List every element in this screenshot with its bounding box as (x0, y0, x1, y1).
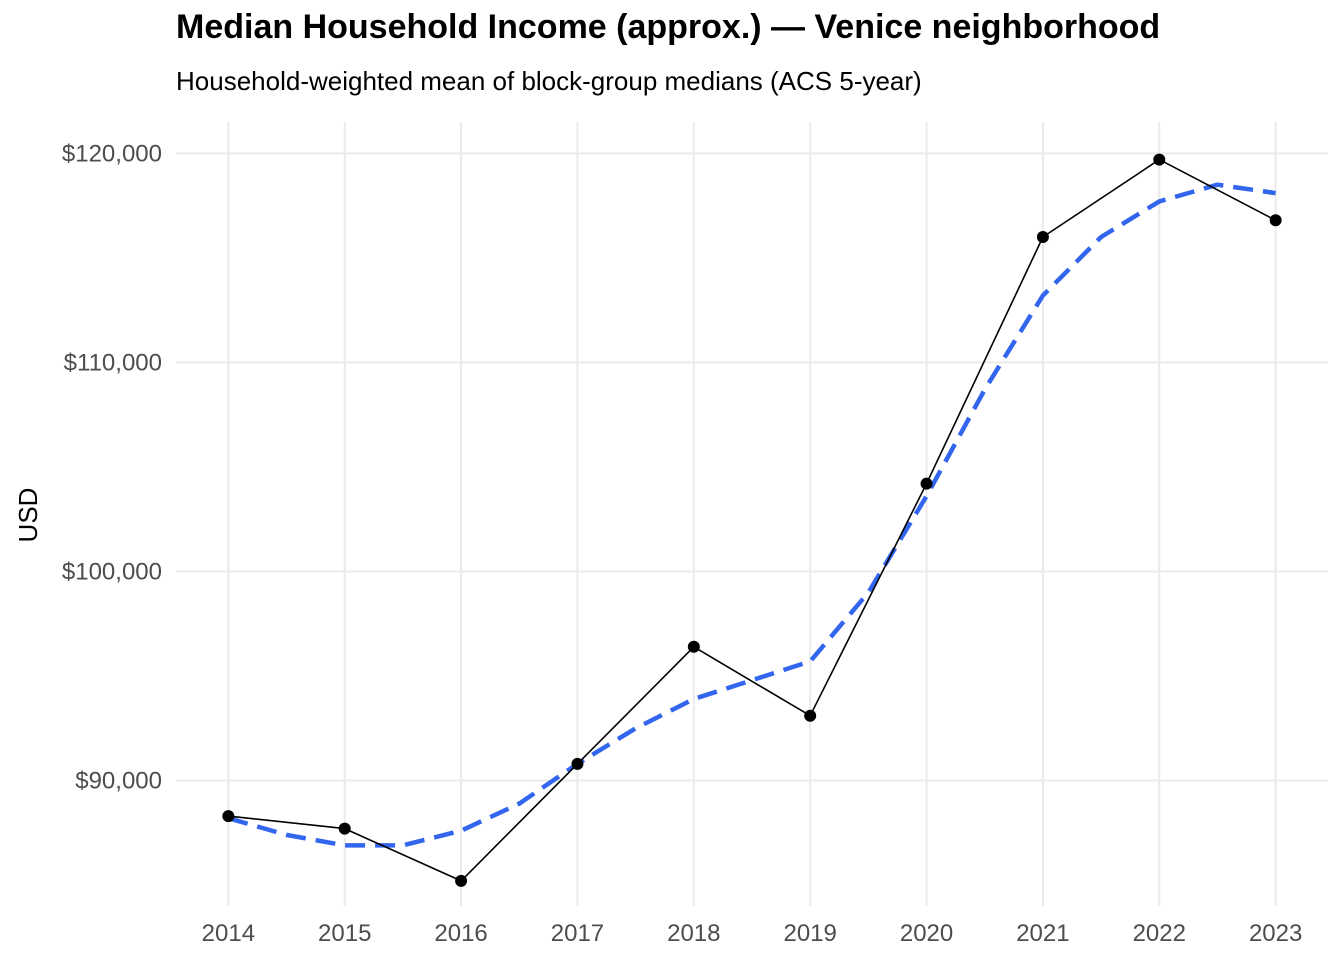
y-tick-label: $120,000 (62, 140, 162, 167)
data-point (687, 640, 700, 653)
x-tick-label: 2023 (1249, 920, 1302, 947)
series-line (228, 158, 1276, 882)
chart-title: Median Household Income (approx.) — Veni… (176, 8, 1161, 46)
series-layer (222, 153, 1282, 887)
x-tick-label: 2022 (1133, 920, 1186, 947)
y-tick-label: $110,000 (64, 349, 162, 376)
data-point (338, 822, 351, 835)
x-tick-label: 2016 (434, 920, 487, 947)
data-point (571, 757, 584, 770)
grid-lines (176, 122, 1328, 906)
x-tick-label: 2015 (318, 920, 371, 947)
x-tick-label: 2017 (551, 920, 604, 947)
x-tick-label: 2014 (202, 920, 255, 947)
data-point (1036, 230, 1049, 243)
x-tick-label: 2020 (900, 920, 953, 947)
axis-labels: $90,000 $100,000 $110,000 $120,000 2014 2015 2… (62, 140, 1302, 947)
chart-subtitle: Household-weighted mean of block-group m… (176, 66, 922, 96)
y-tick-label: $90,000 (75, 768, 162, 795)
data-point (455, 874, 468, 887)
x-tick-label: 2021 (1016, 920, 1069, 947)
data-point (804, 709, 817, 722)
data-point (222, 810, 235, 823)
y-tick-label: $100,000 (62, 558, 162, 585)
x-tick-label: 2018 (667, 920, 720, 947)
trend-line-dashed (227, 182, 1276, 848)
data-point (920, 477, 933, 490)
data-point (1269, 214, 1282, 227)
data-point (1153, 153, 1166, 166)
y-axis-title: USD (13, 488, 43, 543)
x-tick-label: 2019 (783, 920, 836, 947)
